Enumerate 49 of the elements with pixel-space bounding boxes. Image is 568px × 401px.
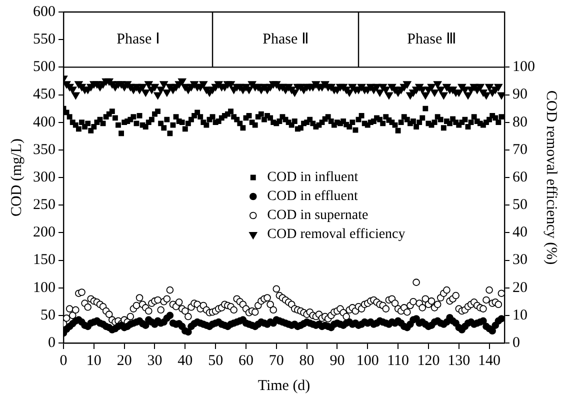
x-tick-label: 20: [116, 352, 132, 369]
y-axis-title: COD (mg/L): [8, 138, 25, 216]
legend-label: COD in supernate: [267, 208, 368, 224]
x-tick-label: 100: [356, 352, 379, 369]
annotation: Phase Ⅰ: [116, 32, 160, 48]
x-tick-label: 50: [208, 352, 224, 369]
y-tick-label: 350: [33, 142, 56, 158]
y-tick-label: 600: [33, 4, 56, 20]
x-tick-label: 70: [268, 352, 284, 369]
x-tick-label: 10: [86, 352, 102, 369]
y2-tick-label: 40: [512, 224, 528, 241]
x-tick-label: 40: [178, 352, 193, 369]
y-tick-label: 100: [33, 280, 56, 296]
y2-tick-label: 30: [512, 252, 528, 268]
x-tick-label: 80: [299, 352, 314, 369]
x-tick-label: 120: [417, 352, 440, 369]
x-tick-label: 90: [330, 352, 345, 369]
y2-tick-label: 90: [512, 86, 528, 103]
y2-tick-label: 80: [512, 114, 528, 130]
annotation: Phase Ⅱ: [262, 32, 308, 48]
y2-tick-label: 70: [512, 142, 528, 158]
annotation: Phase Ⅲ: [407, 32, 456, 48]
y-tick-label: 250: [33, 197, 56, 214]
y2-tick-label: 100: [512, 59, 535, 76]
y-tick-label: 400: [33, 114, 56, 130]
x-tick-label: 110: [387, 352, 410, 369]
x-axis-title: Time (d): [258, 378, 310, 394]
y-tick-label: 500: [33, 59, 56, 76]
y2-tick-label: 0: [512, 334, 520, 351]
y2-tick-label: 50: [512, 197, 528, 214]
y-tick-label: 550: [33, 32, 56, 48]
y-tick-label: 50: [40, 307, 56, 324]
y2-tick-label: 60: [512, 169, 528, 186]
x-tick-label: 140: [478, 352, 501, 369]
x-tick-label: 30: [147, 352, 162, 369]
y-tick-label: 300: [33, 169, 56, 186]
legend-label: COD in influent: [267, 170, 358, 186]
y-tick-label: 0: [48, 334, 56, 351]
y-tick-label: 200: [33, 224, 56, 241]
y-tick-label: 450: [33, 86, 56, 103]
y2-axis-title: COD removal efficiency (%): [543, 90, 560, 265]
y-tick-label: 150: [33, 252, 56, 268]
x-tick-label: 60: [238, 352, 254, 369]
legend-label: COD removal efficiency: [267, 227, 406, 242]
legend-label: COD in effluent: [267, 189, 358, 204]
x-tick-label: 130: [448, 352, 470, 369]
y2-tick-label: 20: [512, 280, 528, 296]
y2-tick-label: 10: [512, 307, 528, 324]
x-tick-label: 0: [60, 352, 68, 369]
